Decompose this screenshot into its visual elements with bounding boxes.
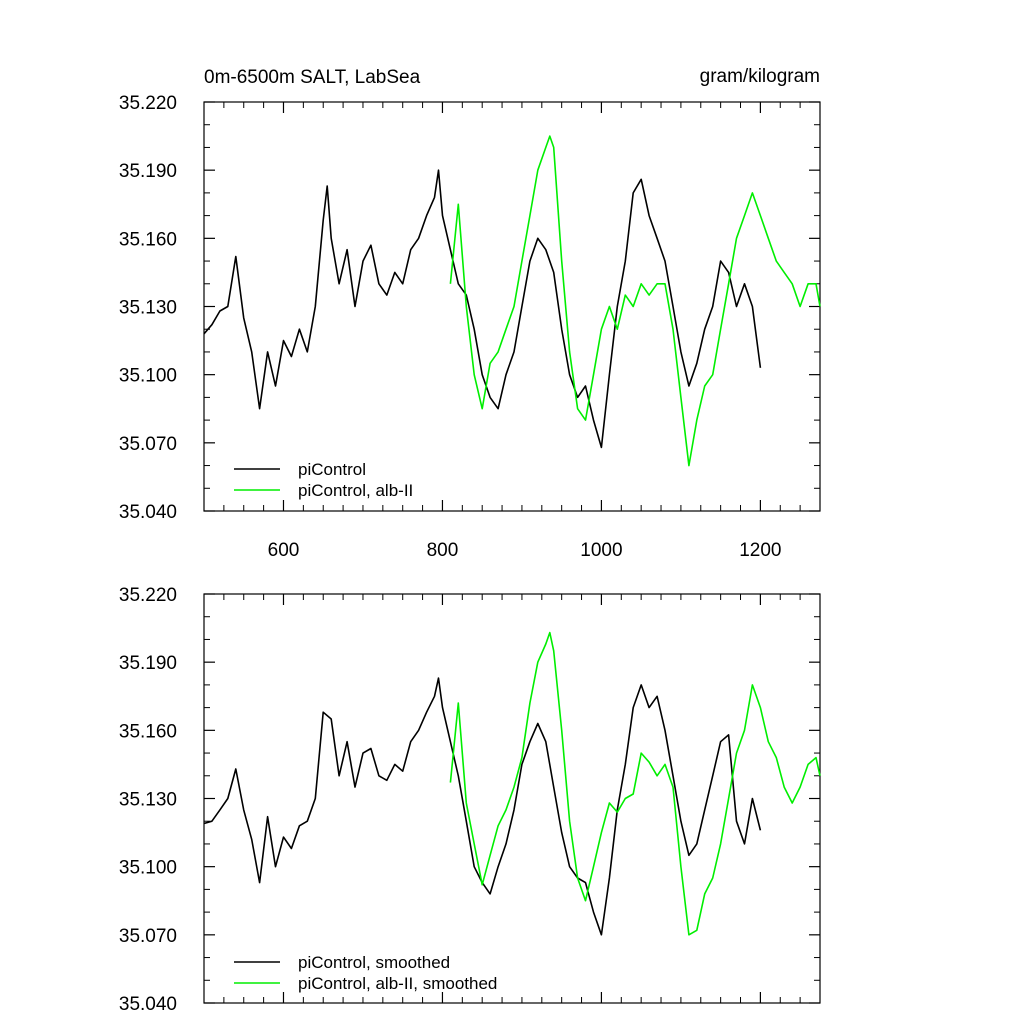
bottom-panel-series: [203, 631, 821, 936]
top-panel-title-right: gram/kilogram: [700, 66, 820, 87]
top-panel-y-ticks: 35.040 35.070 35.100 35.130 35.160 35.190 35.2…: [119, 93, 820, 523]
picontrol-series-line: [203, 677, 762, 936]
top-panel-frame: [203, 101, 821, 512]
x-tick-label: 600: [268, 540, 300, 561]
y-tick-label: 35.130: [119, 298, 177, 319]
y-tick-label: 35.100: [119, 366, 177, 387]
y-tick-label: 35.160: [119, 721, 177, 742]
y-tick-label: 35.070: [119, 926, 177, 947]
top-panel-title-left: 0m-6500m SALT, LabSea: [204, 67, 421, 88]
legend-label-picontrol-smoothed: piControl, smoothed: [298, 953, 450, 972]
y-tick-label: 35.220: [119, 93, 177, 114]
bottom-panel-minor-ticks: [204, 594, 821, 1003]
bottom-smoothed-panel: 35.040 35.070 35.100 35.130 35.160 35.190 35.2…: [119, 585, 821, 1015]
x-tick-label: 800: [427, 540, 459, 561]
y-tick-label: 35.190: [119, 161, 177, 182]
y-tick-label: 35.160: [119, 229, 177, 250]
bottom-panel-frame: [203, 593, 821, 1004]
x-tick-label: 1200: [739, 540, 781, 561]
y-tick-label: 35.100: [119, 858, 177, 879]
y-tick-label: 35.190: [119, 653, 177, 674]
picontrol-alb-ii-series-line: [449, 135, 821, 467]
top-panel-minor-ticks: [204, 102, 821, 511]
bottom-panel-legend: piControl, smoothed piControl, alb-II, s…: [234, 953, 497, 993]
legend-label-picontrol-alb-ii-smoothed: piControl, alb-II, smoothed: [298, 974, 497, 993]
y-tick-label: 35.040: [119, 502, 177, 523]
y-tick-label: 35.220: [119, 585, 177, 606]
legend-label-picontrol-alb-ii: piControl, alb-II: [298, 481, 413, 500]
bottom-panel-x-ticks: [282, 594, 761, 1003]
x-tick-label: 1000: [580, 540, 622, 561]
picontrol-series-line: [203, 169, 762, 449]
top-panel-legend: piControl piControl, alb-II: [234, 460, 413, 500]
top-salinity-panel: 35.040 35.070 35.100 35.130 35.160 35.190 35.2…: [119, 93, 821, 561]
bottom-panel-y-ticks: 35.040 35.070 35.100 35.130 35.160 35.190 35.2…: [119, 585, 820, 1015]
y-tick-label: 35.040: [119, 994, 177, 1015]
legend-label-picontrol: piControl: [298, 460, 366, 479]
y-tick-label: 35.070: [119, 434, 177, 455]
top-panel-series: [203, 135, 821, 467]
top-panel-x-ticks: 600 800 1000 1200: [268, 102, 782, 561]
y-tick-label: 35.130: [119, 790, 177, 811]
picontrol-alb-ii-series-line: [449, 631, 821, 936]
